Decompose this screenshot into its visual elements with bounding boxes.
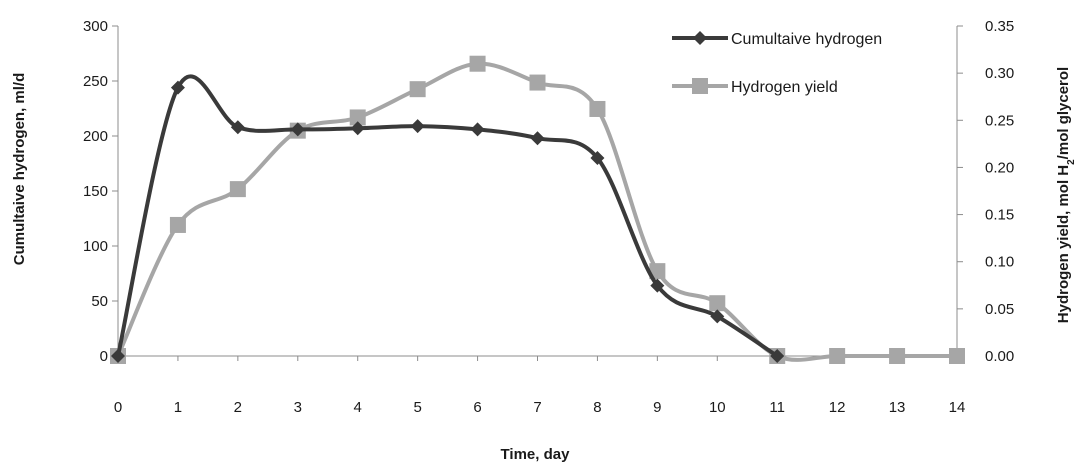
y-left-tick-label: 300 bbox=[83, 18, 108, 35]
legend: Cumultaive hydrogen Hydrogen yield bbox=[672, 31, 882, 96]
legend-marker-cumulative-hydrogen bbox=[693, 31, 707, 45]
x-tick-label: 10 bbox=[709, 399, 726, 416]
legend-item-cumulative-hydrogen: Cumultaive hydrogen bbox=[672, 31, 882, 48]
legend-item-hydrogen-yield: Hydrogen yield bbox=[672, 78, 838, 96]
data-point-hydrogen-yield bbox=[829, 348, 846, 364]
y-left-tick-label: 200 bbox=[83, 128, 108, 145]
y-axis-right-title-part-2: /mol glycerol bbox=[1055, 67, 1072, 160]
data-point-cumulative-hydrogen bbox=[410, 119, 425, 134]
right-tick-labels: 0.00 0.05 0.10 0.15 0.20 0.25 0.30 0.35 bbox=[985, 18, 1014, 365]
x-tick-label: 13 bbox=[889, 399, 906, 416]
y-right-tick-label: 0.30 bbox=[985, 65, 1014, 82]
data-point-cumulative-hydrogen bbox=[170, 80, 185, 95]
x-tick-label: 1 bbox=[174, 399, 182, 416]
data-point-hydrogen-yield bbox=[949, 348, 965, 364]
data-point-cumulative-hydrogen bbox=[111, 349, 125, 363]
data-point-hydrogen-yield bbox=[229, 181, 246, 198]
y-left-tick-label: 50 bbox=[91, 293, 108, 310]
legend-marker-hydrogen-yield bbox=[692, 78, 708, 94]
x-tick-label: 11 bbox=[769, 399, 785, 416]
data-point-hydrogen-yield bbox=[169, 216, 186, 233]
data-point-hydrogen-yield bbox=[409, 81, 426, 98]
data-point-hydrogen-yield bbox=[529, 74, 546, 91]
y-right-tick-label: 0.10 bbox=[985, 254, 1014, 271]
data-point-cumulative-hydrogen bbox=[290, 122, 305, 137]
series-layer bbox=[110, 55, 965, 364]
x-tick-label: 2 bbox=[234, 399, 242, 416]
data-point-cumulative-hydrogen bbox=[530, 131, 545, 146]
y-right-tick-label: 0.00 bbox=[985, 348, 1014, 365]
y-right-tick-label: 0.25 bbox=[985, 112, 1014, 129]
y-axis-right-title: Hydrogen yield, mol H2/mol glycerol bbox=[1055, 67, 1077, 323]
x-tick-label: 14 bbox=[949, 399, 966, 416]
y-left-tick-label: 100 bbox=[83, 238, 108, 255]
x-tick-label: 4 bbox=[354, 399, 362, 416]
y-axis-right-title-subscript: 2 bbox=[1066, 159, 1077, 165]
data-point-hydrogen-yield bbox=[589, 100, 606, 117]
axes bbox=[112, 25, 963, 361]
data-point-hydrogen-yield bbox=[709, 295, 726, 312]
y-axis-left-title: Cumultaive hydrogen, ml/d bbox=[11, 73, 28, 266]
series-line-hydrogen-yield bbox=[116, 61, 957, 362]
series-cumulative-hydrogen bbox=[111, 74, 785, 363]
data-point-hydrogen-yield bbox=[469, 55, 486, 72]
y-left-tick-label: 250 bbox=[83, 73, 108, 90]
y-right-tick-label: 0.35 bbox=[985, 18, 1014, 35]
x-tick-label: 3 bbox=[294, 399, 302, 416]
data-point-hydrogen-yield bbox=[349, 109, 366, 126]
data-point-cumulative-hydrogen bbox=[650, 278, 665, 293]
y-right-tick-label: 0.15 bbox=[985, 207, 1014, 224]
x-tick-label: 9 bbox=[653, 399, 661, 416]
data-point-hydrogen-yield bbox=[649, 263, 666, 280]
x-tick-label: 0 bbox=[114, 399, 122, 416]
x-tick-label: 6 bbox=[473, 399, 481, 416]
data-point-cumulative-hydrogen bbox=[770, 349, 785, 363]
x-tick-label: 8 bbox=[593, 399, 601, 416]
data-point-cumulative-hydrogen bbox=[710, 309, 725, 324]
x-tick-labels: 0 1 2 3 4 5 6 7 8 9 10 11 12 13 14 bbox=[114, 399, 966, 416]
y-left-tick-label: 150 bbox=[83, 183, 108, 200]
legend-label-cumulative-hydrogen: Cumultaive hydrogen bbox=[731, 31, 882, 48]
y-right-tick-label: 0.05 bbox=[985, 301, 1014, 318]
data-point-cumulative-hydrogen bbox=[350, 121, 365, 136]
x-axis-title: Time, day bbox=[501, 446, 571, 463]
x-tick-label: 5 bbox=[413, 399, 421, 416]
x-tick-label: 12 bbox=[829, 399, 846, 416]
data-point-cumulative-hydrogen bbox=[470, 122, 485, 137]
data-point-cumulative-hydrogen bbox=[590, 151, 605, 165]
y-axis-right-title-part-1: Hydrogen yield, mol H bbox=[1055, 165, 1072, 323]
y-left-tick-label: 0 bbox=[100, 348, 108, 365]
series-hydrogen-yield bbox=[110, 55, 965, 364]
legend-label-hydrogen-yield: Hydrogen yield bbox=[731, 79, 838, 96]
left-tick-labels: 0 50 100 150 200 250 300 bbox=[83, 18, 108, 365]
series-line-cumulative-hydrogen bbox=[116, 74, 779, 358]
y-right-tick-label: 0.20 bbox=[985, 159, 1014, 176]
x-tick-label: 7 bbox=[533, 399, 541, 416]
data-point-hydrogen-yield bbox=[889, 348, 906, 364]
data-point-cumulative-hydrogen bbox=[230, 120, 245, 135]
